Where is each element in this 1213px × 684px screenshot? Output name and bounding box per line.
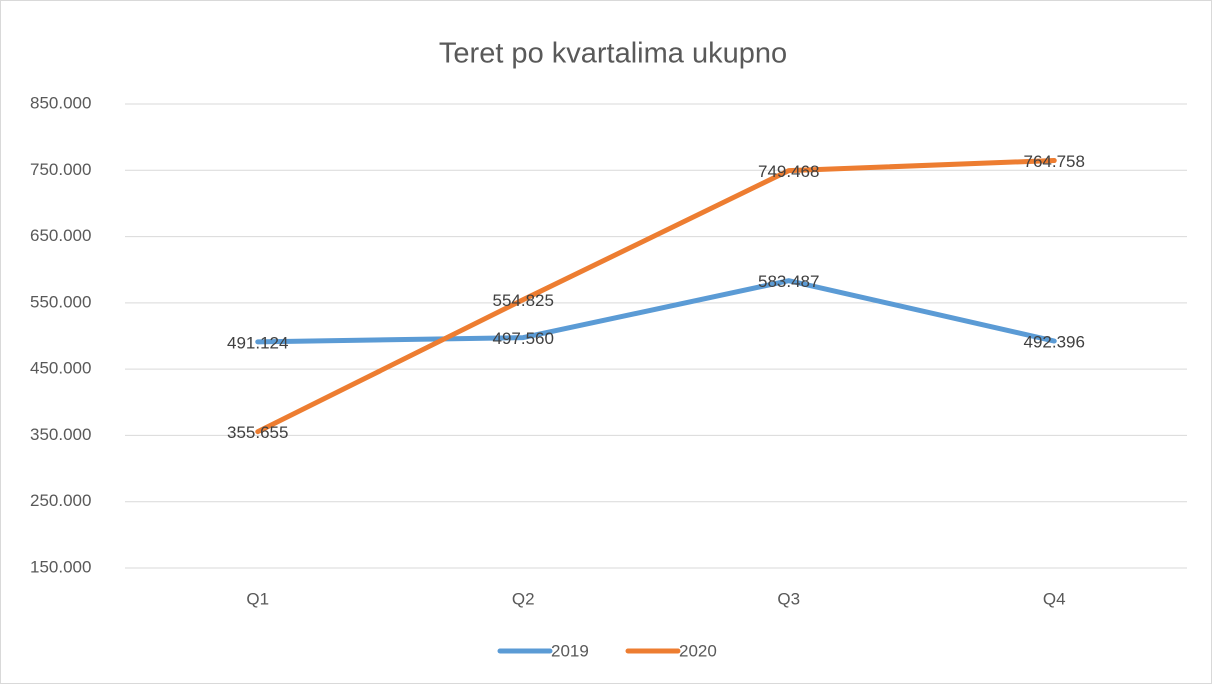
chart-title: Teret po kvartalima ukupno	[439, 38, 787, 70]
y-tick-label: 250.000	[30, 491, 91, 510]
x-tick-label: Q3	[777, 589, 800, 608]
line-series	[255, 158, 1057, 435]
y-tick-label: 750.000	[30, 160, 91, 179]
data-label: 583.487	[758, 272, 819, 291]
y-tick-label: 350.000	[30, 425, 91, 444]
y-tick-label: 550.000	[30, 292, 91, 311]
data-label: 492.396	[1024, 333, 1085, 352]
x-tick-label: Q1	[246, 589, 269, 608]
data-label: 491.124	[227, 333, 288, 352]
line-series	[255, 278, 1057, 345]
data-label: 764.758	[1024, 152, 1085, 171]
x-tick-label: Q2	[512, 589, 535, 608]
legend-label: 2019	[551, 641, 589, 660]
y-tick-label: 650.000	[30, 226, 91, 245]
legend-label: 2020	[679, 641, 717, 660]
y-tick-label: 450.000	[30, 359, 91, 378]
data-label: 355.655	[227, 423, 288, 442]
data-label: 749.468	[758, 162, 819, 181]
y-tick-label: 150.000	[30, 557, 91, 576]
y-tick-label: 850.000	[30, 93, 91, 112]
x-tick-label: Q4	[1043, 589, 1066, 608]
data-label: 497.560	[493, 329, 554, 348]
data-label: 554.825	[493, 291, 554, 310]
